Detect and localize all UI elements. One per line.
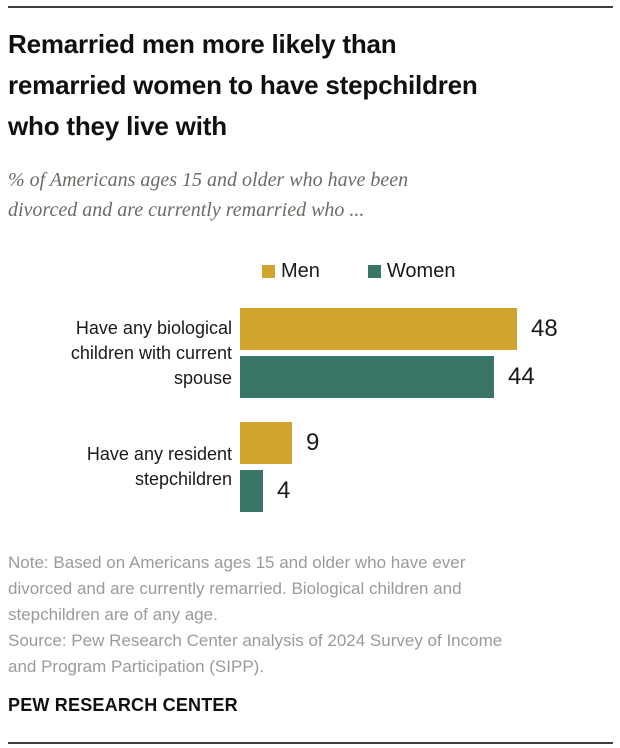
footer: Note: Based on Americans ages 15 and old…	[8, 550, 612, 680]
bar-men-biological-children	[240, 308, 517, 350]
legend-swatch-men-icon	[262, 264, 275, 278]
bar-women-resident-stepchildren	[240, 470, 263, 512]
legend: Men Women	[262, 259, 612, 283]
brand-wordmark: PEW RESEARCH CENTER	[8, 695, 238, 715]
bar-row-men-biological: 48	[240, 308, 612, 350]
chart-subtitle: % of Americans ages 15 and older who hav…	[8, 169, 409, 221]
category-label-resident-stepchildren: Have any resident stepchildren	[86, 444, 232, 489]
chart-title: Remarried men more likely than remarried…	[8, 29, 478, 141]
bottom-rule	[8, 742, 613, 744]
bar-chart: Have any biological children with curren…	[8, 308, 612, 512]
bar-row-men-stepchildren: 9	[240, 422, 612, 464]
legend-label-women: Women	[386, 259, 456, 282]
value-label-men-stepchildren: 9	[306, 429, 320, 456]
category-label-biological-children: Have any biological children with curren…	[70, 317, 232, 388]
top-rule	[8, 6, 613, 8]
value-label-women-stepchildren: 4	[277, 477, 291, 504]
legend-swatch-women-icon	[367, 264, 381, 278]
chart-group-biological-children: Have any biological children with curren…	[8, 308, 612, 398]
note-text: Note: Based on Americans ages 15 and old…	[8, 553, 466, 624]
bar-row-women-stepchildren: 4	[240, 470, 612, 512]
value-label-women-biological: 44	[508, 363, 535, 390]
legend-item-women: Women	[367, 259, 456, 283]
value-label-men-biological: 48	[531, 315, 558, 342]
chart-group-resident-stepchildren: Have any resident stepchildren 9 4	[8, 422, 612, 512]
bar-women-biological-children	[240, 356, 494, 398]
bar-men-resident-stepchildren	[240, 422, 292, 464]
source-text: Source: Pew Research Center analysis of …	[8, 631, 503, 676]
legend-item-men: Men	[262, 260, 320, 283]
bar-row-women-biological: 44	[240, 356, 612, 398]
legend-label-men: Men	[281, 259, 320, 282]
